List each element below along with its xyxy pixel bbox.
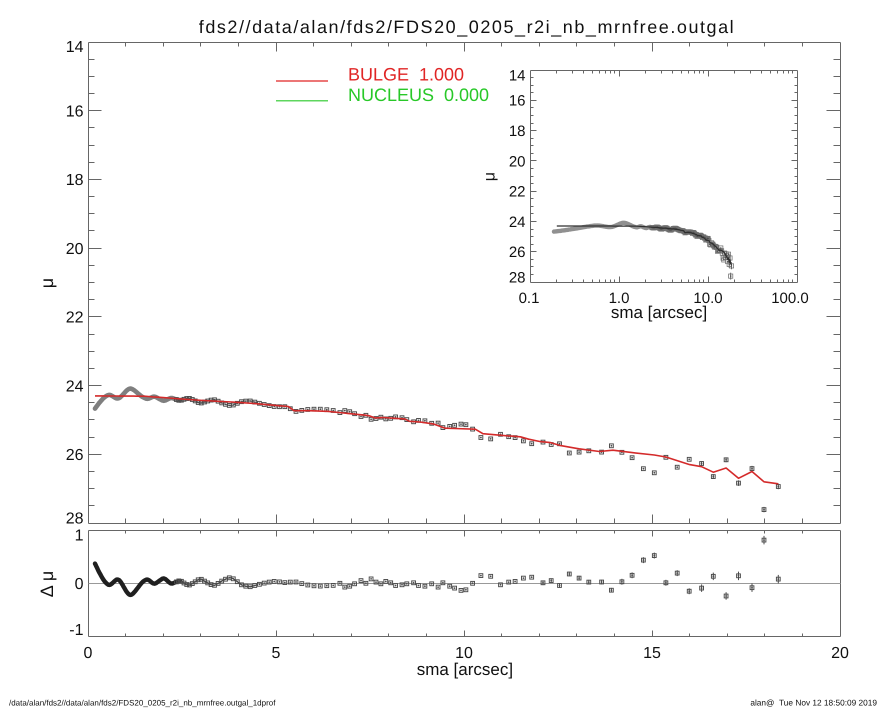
svg-text:100.0: 100.0 xyxy=(771,290,809,307)
svg-text:1: 1 xyxy=(75,527,84,544)
svg-text:20: 20 xyxy=(66,241,84,258)
svg-text:10: 10 xyxy=(455,645,473,662)
svg-text:16: 16 xyxy=(509,93,526,110)
svg-text:22: 22 xyxy=(66,310,84,327)
svg-text:fds2//data/alan/fds2/FDS20_020: fds2//data/alan/fds2/FDS20_0205_r2i_nb_m… xyxy=(199,17,735,37)
svg-text:18: 18 xyxy=(509,123,526,140)
svg-text:5: 5 xyxy=(272,645,281,662)
svg-text:alan@ Tue Nov 12 18:50:09 201: alan@ Tue Nov 12 18:50:09 2019 xyxy=(750,698,877,708)
svg-text:26: 26 xyxy=(66,447,84,464)
svg-text:0: 0 xyxy=(75,576,84,593)
svg-text:sma [arcsec]: sma [arcsec] xyxy=(611,303,707,322)
svg-text:24: 24 xyxy=(66,378,84,395)
svg-text:16: 16 xyxy=(66,104,84,121)
svg-text:Δ μ: Δ μ xyxy=(37,571,57,597)
svg-text:24: 24 xyxy=(509,214,526,231)
svg-text:26: 26 xyxy=(509,244,526,261)
svg-text:20: 20 xyxy=(509,153,526,170)
svg-text:sma [arcsec]: sma [arcsec] xyxy=(417,660,513,679)
svg-text:μ: μ xyxy=(37,278,57,288)
svg-text:22: 22 xyxy=(509,184,526,201)
svg-text:20: 20 xyxy=(831,645,849,662)
svg-text:18: 18 xyxy=(66,172,84,189)
svg-text:1.0: 1.0 xyxy=(609,290,630,307)
svg-text:14: 14 xyxy=(66,39,84,56)
svg-text:/data/alan/fds2//data/alan/fds: /data/alan/fds2//data/alan/fds2/FDS20_02… xyxy=(9,699,276,708)
svg-text:0: 0 xyxy=(84,645,93,662)
svg-text:28: 28 xyxy=(509,269,526,286)
svg-text:-1: -1 xyxy=(69,622,83,639)
svg-text:BULGE 1.000: BULGE 1.000 xyxy=(348,65,464,85)
svg-text:0.1: 0.1 xyxy=(519,290,540,307)
svg-text:μ: μ xyxy=(481,172,498,181)
svg-text:15: 15 xyxy=(643,645,661,662)
svg-text:NUCLEUS 0.000: NUCLEUS 0.000 xyxy=(348,85,489,105)
svg-text:10.0: 10.0 xyxy=(693,290,722,307)
svg-text:28: 28 xyxy=(66,510,84,527)
svg-text:14: 14 xyxy=(509,67,526,84)
